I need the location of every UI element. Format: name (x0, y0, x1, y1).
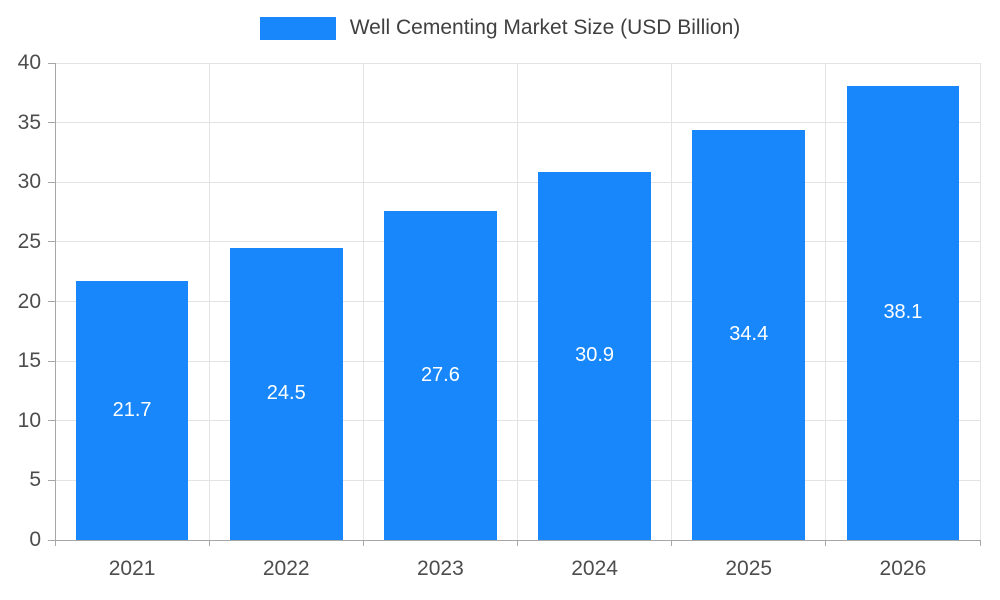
x-tick-mark (208, 540, 210, 546)
y-tick-mark (48, 479, 55, 481)
y-axis-label: 25 (17, 229, 41, 253)
x-gridline (671, 63, 673, 540)
x-tick-mark (54, 540, 56, 546)
x-gridline (362, 63, 364, 540)
bar-value-label: 21.7 (112, 399, 152, 422)
legend-swatch (259, 16, 336, 40)
bar-value-label: 30.9 (575, 344, 615, 367)
bar-value-label: 34.4 (729, 323, 769, 346)
y-axis-line (54, 63, 56, 540)
y-axis-label: 15 (17, 349, 41, 373)
y-tick-mark (48, 420, 55, 422)
legend[interactable]: Well Cementing Market Size (USD Billion) (0, 16, 1000, 40)
x-tick-mark (979, 540, 981, 546)
y-axis-label: 5 (29, 468, 41, 492)
bar-2026[interactable]: 38.1 (846, 85, 960, 540)
y-axis-label: 20 (17, 289, 41, 313)
bar-2021[interactable]: 21.7 (75, 281, 189, 540)
y-axis-label: 35 (17, 110, 41, 134)
y-tick-mark (48, 241, 55, 243)
y-axis-label: 10 (17, 408, 41, 432)
y-axis-label: 0 (29, 528, 41, 551)
x-tick-mark (671, 540, 673, 546)
x-axis-label-2023: 2023 (417, 557, 464, 580)
x-tick-mark (362, 540, 364, 546)
bar-value-label: 38.1 (883, 301, 923, 324)
y-tick-mark (48, 301, 55, 302)
y-tick-mark (48, 181, 55, 183)
x-axis-line (55, 539, 980, 541)
y-tick-mark (48, 122, 55, 124)
x-gridline (979, 63, 981, 540)
x-axis-label-2026: 2026 (879, 557, 927, 580)
y-tick-mark (48, 62, 55, 64)
x-axis-label-2025: 2025 (725, 557, 773, 580)
bar-2022[interactable]: 24.5 (229, 247, 343, 540)
y-tick-mark (48, 539, 55, 541)
x-axis-label-2024: 2024 (571, 557, 618, 580)
bar-2024[interactable]: 30.9 (538, 171, 651, 540)
y-axis-label: 30 (17, 170, 41, 194)
x-axis-label-2022: 2022 (262, 557, 310, 580)
bar-2025[interactable]: 34.4 (692, 129, 805, 540)
x-gridline (517, 63, 518, 540)
x-gridline (208, 63, 210, 540)
bar-2023[interactable]: 27.6 (384, 210, 497, 540)
y-tick-mark (48, 360, 55, 362)
bar-value-label: 24.5 (266, 382, 306, 405)
y-axis-label: 40 (17, 51, 41, 74)
x-tick-mark (517, 540, 518, 546)
chart-title: Well Cementing Market Size (USD Billion) (349, 16, 741, 39)
bar-value-label: 27.6 (420, 363, 460, 386)
x-tick-mark (825, 540, 827, 546)
x-axis-label-2021: 2021 (108, 557, 156, 580)
x-gridline (825, 63, 827, 540)
